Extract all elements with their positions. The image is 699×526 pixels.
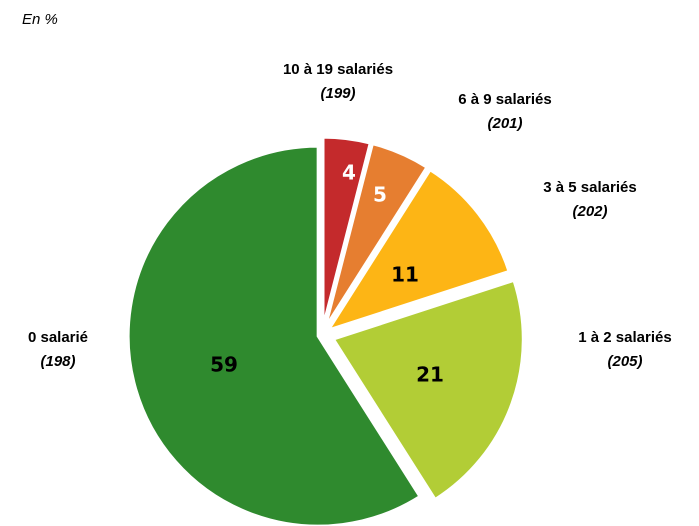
category-label: 10 à 19 salariés (283, 61, 393, 78)
pie-slice (126, 144, 423, 526)
value-label: 4 (342, 161, 356, 185)
category-count: (205) (607, 353, 642, 370)
category-label: 1 à 2 salariés (578, 329, 671, 346)
pie-slice (330, 278, 525, 502)
category-label: 6 à 9 salariés (458, 91, 551, 108)
category-label: 3 à 5 salariés (543, 179, 636, 196)
category-count: (199) (320, 85, 355, 102)
value-label: 5 (373, 183, 387, 207)
pie-slice (323, 141, 430, 329)
category-count: (202) (572, 203, 607, 220)
category-count: (198) (40, 353, 75, 370)
value-label: 11 (391, 263, 419, 287)
value-label: 59 (210, 353, 238, 377)
category-label: 0 salarié (28, 329, 88, 346)
pie-slice (321, 135, 373, 328)
category-count: (201) (487, 115, 522, 132)
pie-slice (324, 167, 511, 333)
chart-subtitle: En % (22, 11, 58, 28)
value-label: 21 (416, 363, 444, 387)
